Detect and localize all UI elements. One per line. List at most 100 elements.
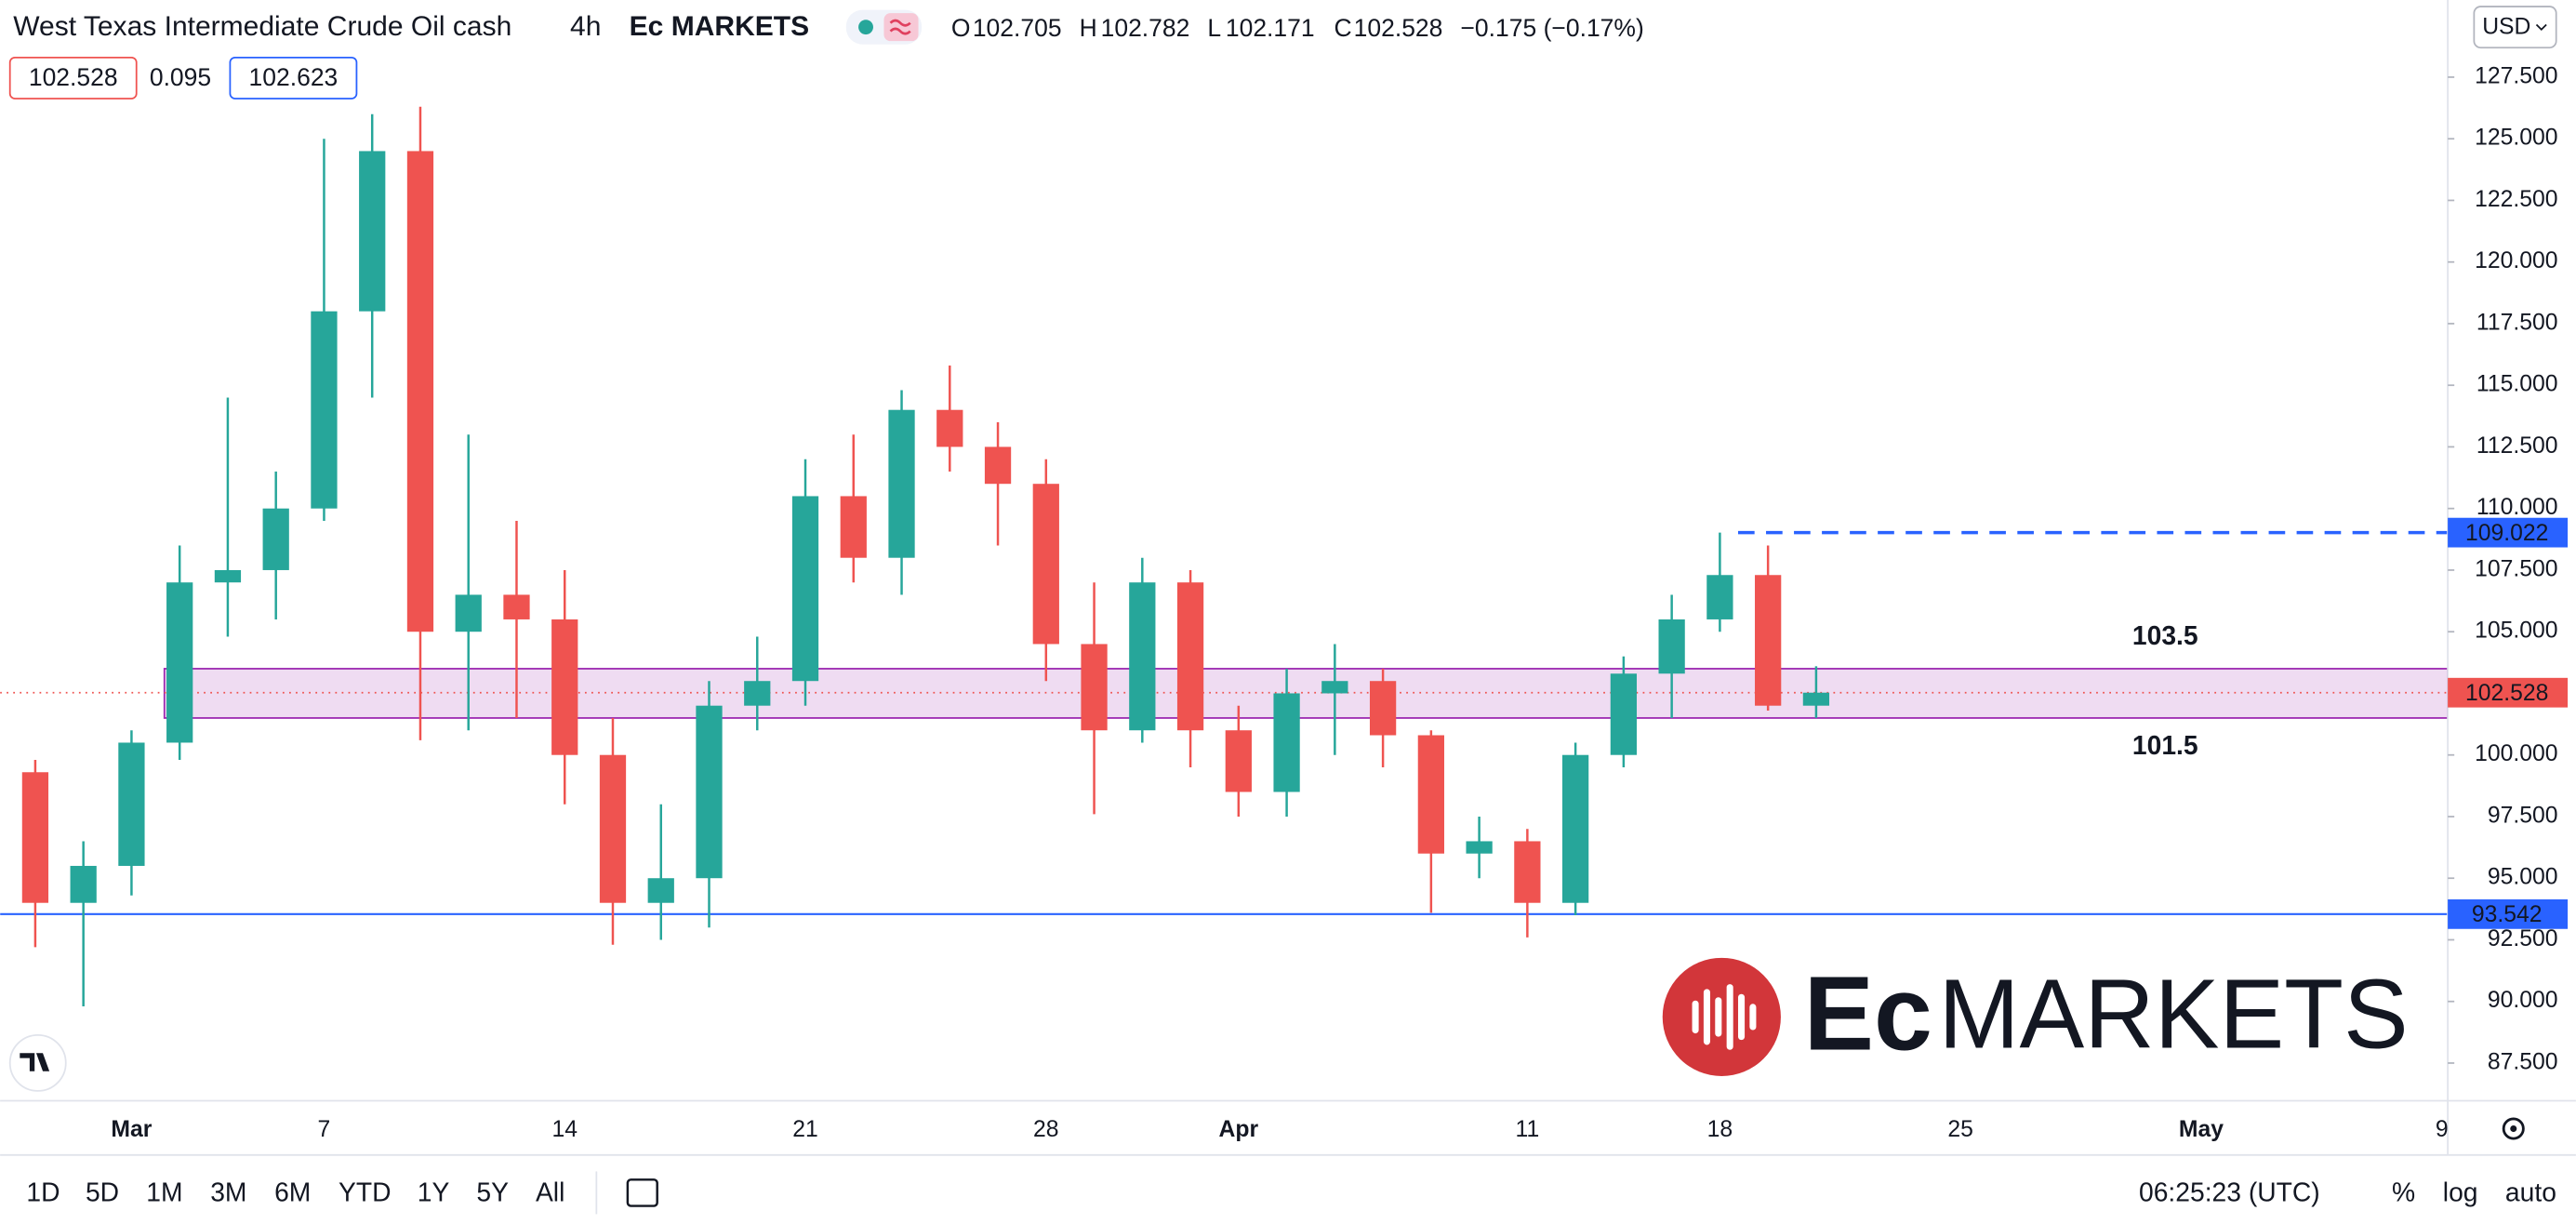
candle-body [1273, 693, 1300, 792]
candle-body [1032, 484, 1059, 645]
legend-label: O [951, 14, 971, 42]
candle-body [1466, 841, 1493, 854]
candle-body [406, 151, 434, 632]
currency-select[interactable] [2473, 6, 2557, 49]
candle-body [70, 865, 97, 903]
range-button[interactable]: 5Y [476, 1177, 509, 1207]
ask: 102.623 [249, 63, 339, 91]
scale-option[interactable]: auto [2505, 1177, 2556, 1207]
range-button[interactable]: 6M [274, 1177, 311, 1207]
watermark: Ec MARKETS [1662, 955, 2409, 1077]
candle-body [21, 772, 49, 903]
ask-box[interactable] [229, 56, 358, 100]
candle-body [359, 151, 386, 312]
y-tick-label: 117.500 [2476, 310, 2558, 335]
range-button[interactable]: 3M [210, 1177, 246, 1207]
x-tick-label: Mar [111, 1117, 152, 1142]
price-tag-label: 109.022 [2465, 521, 2548, 546]
x-tick-label: 21 [792, 1117, 818, 1142]
candle-body [936, 409, 963, 447]
candle-body [118, 742, 145, 866]
plot-area: Ec MARKETS [0, 106, 2449, 1077]
candle-body [262, 508, 289, 570]
y-tick-label: 127.500 [2475, 63, 2557, 88]
x-tick-label: 28 [1033, 1117, 1059, 1142]
status-dot [858, 20, 873, 35]
candle-body [1225, 730, 1252, 792]
zone [163, 668, 2449, 719]
watermark-logo-bar [1692, 1000, 1699, 1034]
tv-logo[interactable] [8, 1033, 67, 1092]
candle-body [503, 594, 530, 619]
legend-label: H [1080, 14, 1097, 42]
interval[interactable]: 4h [570, 11, 601, 42]
range-button[interactable]: 1M [146, 1177, 182, 1207]
goto-date-icon[interactable] [626, 1178, 658, 1207]
y-tick-label: 97.500 [2488, 803, 2558, 828]
currency: USD [2482, 15, 2530, 40]
bid: 102.528 [29, 63, 118, 91]
candle-body [984, 446, 1012, 485]
range-button[interactable]: All [536, 1177, 564, 1207]
candle-body [311, 311, 338, 509]
price-tag-label: 93.542 [2472, 902, 2543, 927]
candle-body [1176, 582, 1204, 731]
range-button[interactable]: 1D [26, 1177, 60, 1207]
candle-body [1514, 841, 1541, 903]
scale-option[interactable]: % [2392, 1177, 2415, 1207]
price-tag-label: 102.528 [2465, 681, 2548, 706]
zone-label: 101.5 [2132, 730, 2198, 760]
candle-body [1658, 619, 1685, 674]
bid-box[interactable] [8, 56, 138, 100]
y-tick-label: 112.500 [2476, 433, 2558, 459]
candle-body [1321, 681, 1348, 694]
x-tick-label: 14 [551, 1117, 578, 1142]
range-button[interactable]: 1Y [418, 1177, 450, 1207]
candle-body [647, 878, 674, 903]
zone-label: 103.5 [2132, 620, 2198, 650]
settings-icon[interactable] [2502, 1117, 2525, 1140]
watermark-logo-bar [1749, 1004, 1757, 1031]
range-button[interactable]: YTD [339, 1177, 392, 1207]
x-tick-label: 18 [1707, 1117, 1733, 1142]
legend-value: 102.528 [1354, 14, 1443, 42]
candle-body [1369, 681, 1397, 736]
candle-body [791, 496, 819, 682]
legend-change: −0.175 (−0.17%) [1460, 14, 1643, 42]
candle-body [744, 681, 771, 706]
watermark-logo-bar [1726, 984, 1733, 1050]
y-tick-label: 105.000 [2475, 619, 2557, 644]
scale-option[interactable]: log [2443, 1177, 2478, 1207]
y-tick-label: 125.000 [2475, 126, 2557, 151]
y-tick-label: 122.500 [2475, 187, 2557, 212]
range-button[interactable]: 5D [86, 1177, 119, 1207]
watermark-logo-bar [1715, 997, 1722, 1037]
chart-title: West Texas Intermediate Crude Oil cash [13, 11, 511, 42]
candle-body [455, 594, 482, 632]
y-tick-label: 90.000 [2488, 988, 2558, 1013]
price-tag [2448, 677, 2569, 708]
legend-label: L [1207, 14, 1221, 42]
status-icon [883, 13, 919, 42]
legend-value: 102.705 [973, 14, 1062, 42]
price-tag [2448, 898, 2569, 929]
candle-body [1706, 575, 1733, 619]
y-tick-label: 110.000 [2476, 495, 2558, 520]
watermark-logo-bar [1738, 993, 1746, 1041]
y-tick-label: 115.000 [2476, 372, 2558, 397]
candle-body [599, 754, 627, 903]
candle-body [214, 569, 242, 583]
watermark-brand: Ec [1804, 955, 1932, 1072]
clock: 06:25:23 (UTC) [2139, 1177, 2320, 1207]
x-tick-label: 9 [2436, 1117, 2449, 1142]
watermark-name: MARKETS [1939, 960, 2409, 1070]
tv-logo-glyph [20, 1053, 50, 1071]
x-tick-label: 25 [1947, 1117, 1973, 1142]
candle-body [840, 496, 867, 558]
settings-icon-center [2510, 1125, 2517, 1133]
y-tick-label: 87.500 [2488, 1050, 2558, 1075]
legend-value: 102.171 [1226, 14, 1315, 42]
candle-body [1802, 692, 1830, 706]
candle-body [1561, 754, 1589, 903]
